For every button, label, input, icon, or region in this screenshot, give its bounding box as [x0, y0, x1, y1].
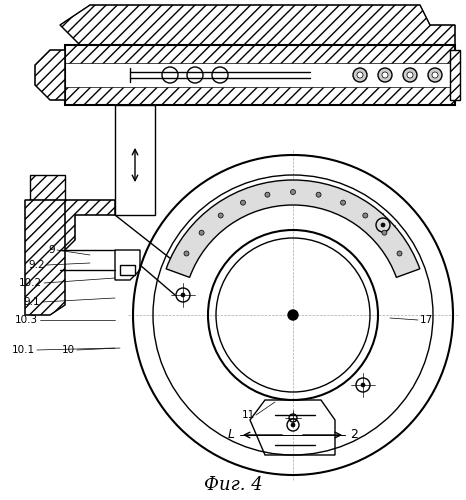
Polygon shape — [30, 175, 65, 200]
Circle shape — [382, 230, 387, 235]
Circle shape — [240, 200, 246, 205]
Circle shape — [184, 251, 189, 256]
Circle shape — [357, 72, 363, 78]
Circle shape — [397, 251, 402, 256]
Polygon shape — [115, 105, 155, 215]
Circle shape — [363, 213, 368, 218]
Circle shape — [428, 68, 442, 82]
Text: 10: 10 — [62, 345, 75, 355]
Polygon shape — [115, 250, 140, 280]
Circle shape — [382, 72, 388, 78]
Polygon shape — [250, 400, 335, 455]
Text: L: L — [228, 428, 235, 442]
Text: 9.1: 9.1 — [23, 297, 40, 307]
Text: 10.1: 10.1 — [12, 345, 35, 355]
Text: 11: 11 — [242, 410, 255, 420]
Circle shape — [361, 383, 365, 387]
Polygon shape — [65, 45, 455, 105]
Circle shape — [407, 72, 413, 78]
Circle shape — [290, 190, 295, 194]
Circle shape — [432, 72, 438, 78]
Circle shape — [181, 293, 185, 297]
Text: 2: 2 — [350, 428, 358, 442]
Text: Фиг. 4: Фиг. 4 — [204, 476, 262, 494]
Polygon shape — [120, 265, 135, 275]
Wedge shape — [166, 180, 420, 278]
Text: 10.3: 10.3 — [15, 315, 38, 325]
Circle shape — [199, 230, 204, 235]
Circle shape — [341, 200, 345, 205]
Circle shape — [288, 310, 298, 320]
Circle shape — [265, 192, 270, 197]
Circle shape — [403, 68, 417, 82]
Circle shape — [218, 213, 223, 218]
Polygon shape — [450, 50, 460, 100]
Text: 10.2: 10.2 — [19, 278, 42, 288]
Circle shape — [291, 423, 295, 427]
Text: 9: 9 — [48, 245, 55, 255]
Polygon shape — [30, 200, 115, 265]
Text: 17: 17 — [420, 315, 433, 325]
Circle shape — [378, 68, 392, 82]
Polygon shape — [60, 5, 455, 45]
Polygon shape — [35, 50, 65, 100]
Polygon shape — [25, 200, 65, 315]
Circle shape — [381, 223, 385, 227]
Circle shape — [316, 192, 321, 197]
Circle shape — [353, 68, 367, 82]
Text: 9.2: 9.2 — [28, 260, 45, 270]
